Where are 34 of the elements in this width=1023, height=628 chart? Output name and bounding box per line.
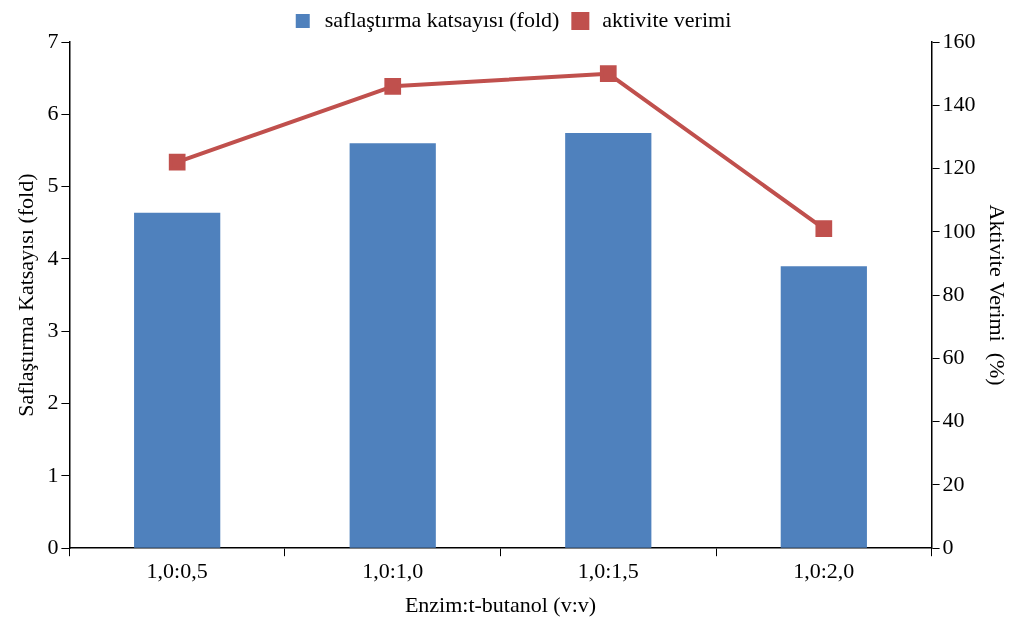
y-axis-title: Saflaştırma Katsayısı (fold) [12,173,38,417]
x-tick-label: 1,0:1,5 [577,558,639,584]
y-tick-label: 5 [47,172,59,198]
x-axis-title: Enzim:t-butanol (v:v) [404,591,597,617]
legend-label: saflaştırma katsayısı (fold) [324,6,560,32]
y2-tick-label: 0 [942,533,954,559]
y2-tick-label: 120 [942,154,976,180]
y2-axis-title: Aktivite Verimi (%) [985,204,1011,386]
y-tick-label: 4 [47,244,59,270]
bar [349,143,436,548]
point [384,77,402,95]
point [815,220,833,238]
y2-tick-label: 20 [942,470,965,496]
bar [134,212,221,548]
y-tick-label: 6 [47,100,59,126]
y2-tick-label: 40 [942,407,965,433]
y2-tick-label: 160 [942,27,976,53]
y2-tick-label: 80 [942,280,965,306]
y-tick-label: 7 [47,27,59,53]
x-tick-label: 1,0:2,0 [793,558,855,584]
x-tick-label: 1,0:0,5 [146,558,208,584]
legend-label: aktivite verimi [602,6,732,32]
y2-tick-label: 100 [942,217,976,243]
x-tick-label: 1,0:1,0 [362,558,424,584]
y-tick-label: 0 [47,533,59,559]
bar [780,266,867,548]
y2-tick-label: 140 [942,91,976,117]
y2-tick-label: 60 [942,344,965,370]
y-tick-label: 1 [47,461,59,487]
y-tick-label: 2 [47,389,59,415]
y-tick-label: 3 [47,317,59,343]
point [599,65,617,82]
bar [565,133,652,548]
point [168,153,186,171]
